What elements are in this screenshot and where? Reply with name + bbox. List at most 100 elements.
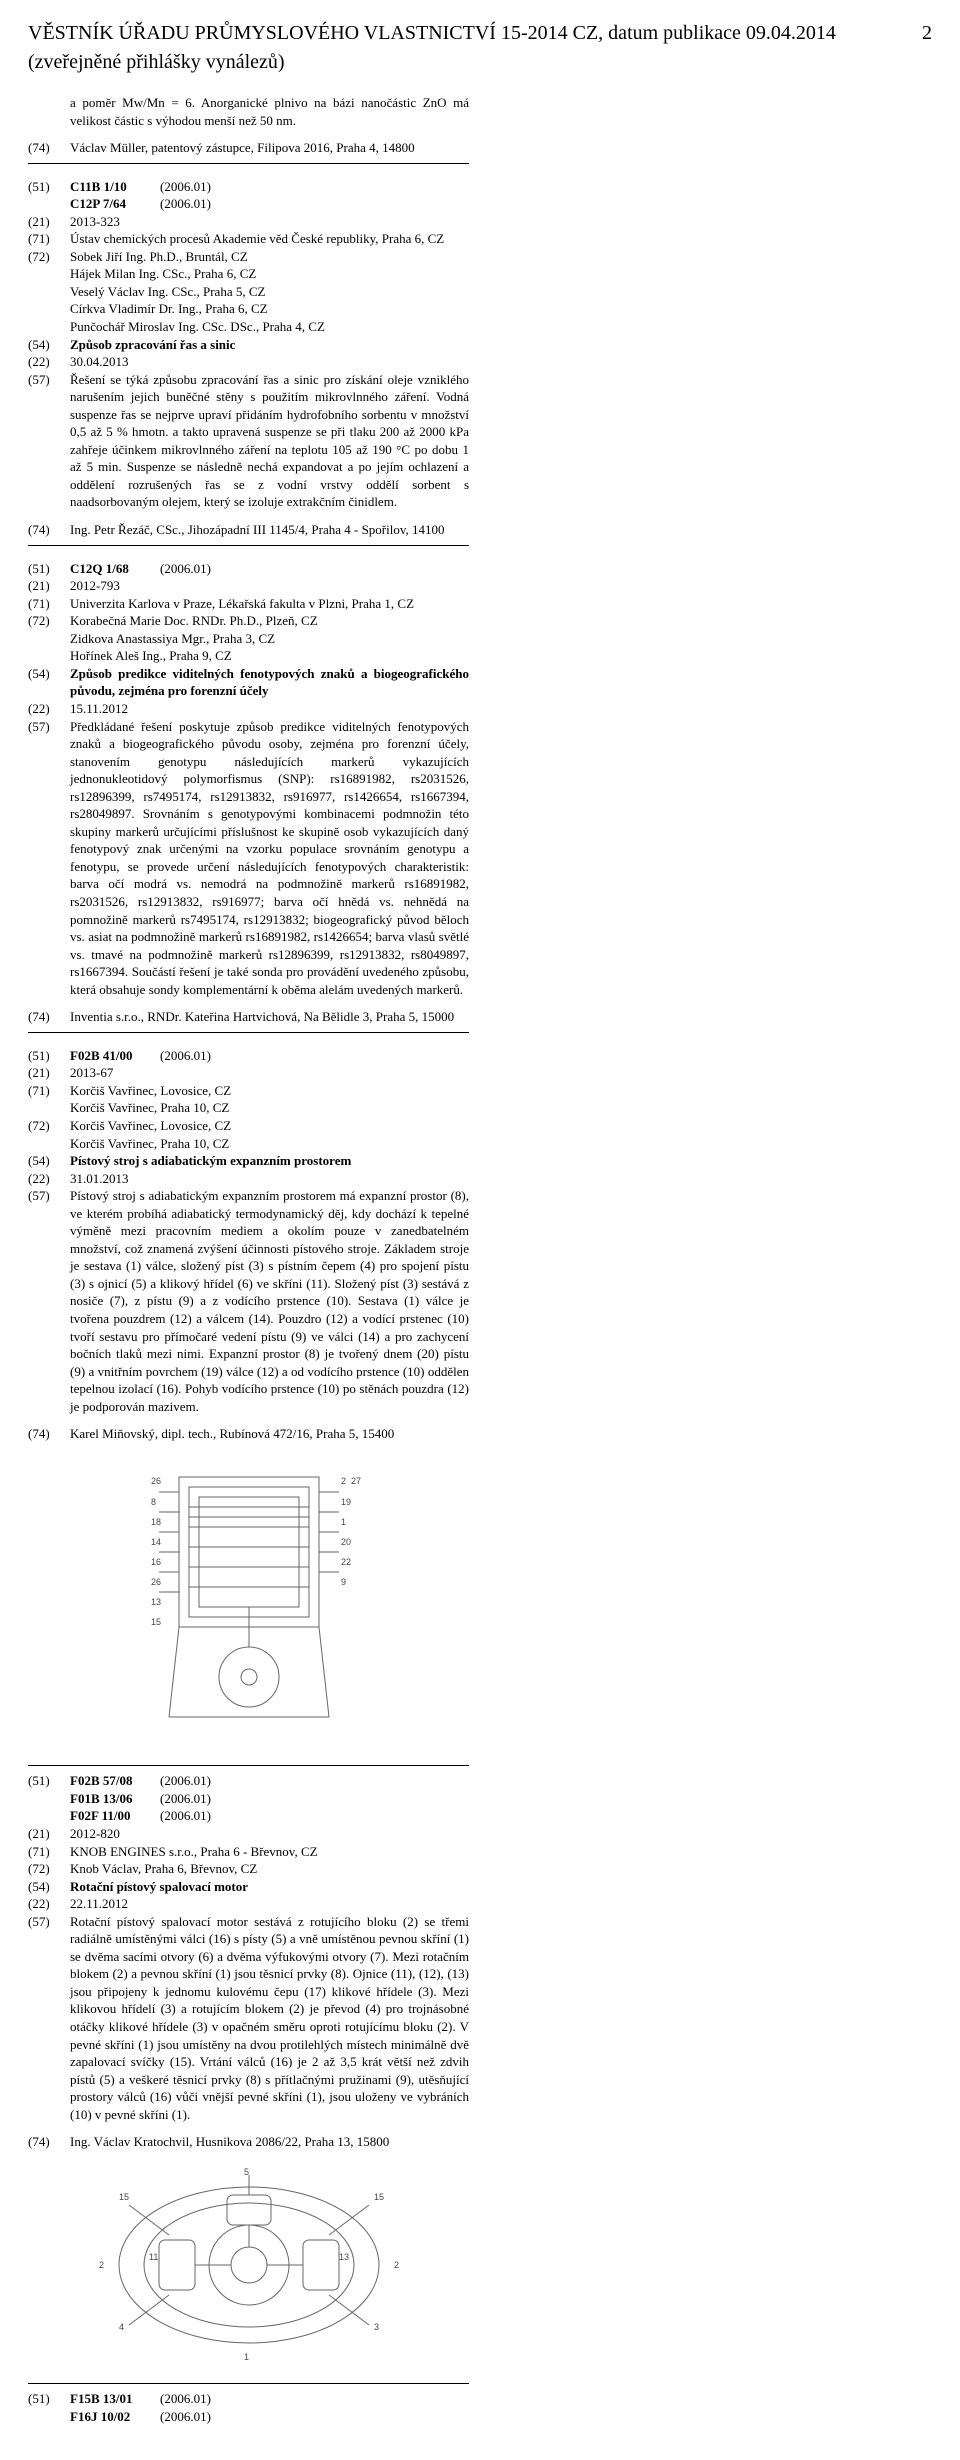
field-code-51: (51): [28, 1772, 70, 1825]
filing-date: 15.11.2012: [70, 700, 469, 718]
representative: Ing. Petr Řezáč, CSc., Jihozápadní III 1…: [70, 521, 469, 539]
svg-text:15: 15: [151, 1617, 161, 1627]
field-code-21: (21): [28, 1064, 70, 1082]
svg-text:22: 22: [341, 1557, 351, 1567]
svg-text:15: 15: [119, 2192, 129, 2202]
patent-entry-2: (51) C11B 1/10(2006.01) C12P 7/64(2006.0…: [28, 178, 469, 546]
svg-text:2: 2: [341, 1476, 346, 1486]
field-code-51: (51): [28, 178, 70, 213]
svg-text:13: 13: [151, 1597, 161, 1607]
svg-text:16: 16: [151, 1557, 161, 1567]
inventor: Korčiš Vavřinec, Lovosice, CZ: [70, 1117, 469, 1135]
svg-text:2: 2: [99, 2260, 104, 2270]
ipc-class: F15B 13/01: [70, 2390, 160, 2408]
field-code-74: (74): [28, 2133, 70, 2151]
header-subtitle: (zveřejněné přihlášky vynálezů): [28, 49, 932, 76]
svg-text:18: 18: [151, 1517, 161, 1527]
patent-entry-5: (51) F02B 57/08(2006.01) F01B 13/06(2006…: [28, 1772, 469, 2150]
field-code-22: (22): [28, 700, 70, 718]
abstract: Řešení se týká způsobu zpracování řas a …: [70, 371, 469, 511]
field-code-72: (72): [28, 248, 70, 336]
applicant: Ústav chemických procesů Akademie věd Če…: [70, 230, 469, 248]
applicant: Korčiš Vavřinec, Lovosice, CZ: [70, 1082, 469, 1100]
ipc-class: F02F 11/00: [70, 1807, 160, 1825]
inventor: Hájek Milan Ing. CSc., Praha 6, CZ: [70, 265, 469, 283]
continuation-text: a poměr Mw/Mn = 6. Anorganické plnivo na…: [70, 94, 469, 129]
field-code-22: (22): [28, 353, 70, 371]
field-code-54: (54): [28, 1152, 70, 1170]
field-code-71: (71): [28, 595, 70, 613]
field-code-74: (74): [28, 1425, 70, 1443]
svg-text:26: 26: [151, 1476, 161, 1486]
ipc-class: C12P 7/64: [70, 195, 160, 213]
field-code-74: (74): [28, 521, 70, 539]
entry-separator: [28, 1032, 469, 1033]
entry-separator: [28, 163, 469, 164]
field-code-57: (57): [28, 1913, 70, 2124]
inventor: Církva Vladimír Dr. Ing., Praha 6, CZ: [70, 300, 469, 318]
svg-text:19: 19: [341, 1497, 351, 1507]
field-code-21: (21): [28, 577, 70, 595]
applicant: Univerzita Karlova v Praze, Lékařská fak…: [70, 595, 469, 613]
entry-separator: [28, 2383, 469, 2384]
svg-text:15: 15: [374, 2192, 384, 2202]
field-code-22: (22): [28, 1895, 70, 1913]
field-code-72: (72): [28, 1860, 70, 1878]
representative: Ing. Václav Kratochvil, Husnikova 2086/2…: [70, 2133, 469, 2151]
ipc-version: (2006.01): [160, 1807, 211, 1825]
ipc-version: (2006.01): [160, 2390, 211, 2408]
title: Způsob predikce viditelných fenotypových…: [70, 665, 469, 700]
svg-text:14: 14: [151, 1537, 161, 1547]
page-header: VĚSTNÍK ÚŘADU PRŮMYSLOVÉHO VLASTNICTVÍ 1…: [28, 20, 932, 76]
entry-separator: [28, 545, 469, 546]
title: Způsob zpracování řas a sinic: [70, 336, 469, 354]
applicant: Korčiš Vavřinec, Praha 10, CZ: [70, 1099, 469, 1117]
patent-entry-3: (51) C12Q 1/68(2006.01) (21)2012-793 (71…: [28, 560, 469, 1033]
svg-text:2: 2: [394, 2260, 399, 2270]
entry-separator: [28, 1765, 469, 1766]
content-columns: a poměr Mw/Mn = 6. Anorganické plnivo na…: [28, 94, 932, 2440]
field-code-54: (54): [28, 1878, 70, 1896]
svg-text:26: 26: [151, 1577, 161, 1587]
ipc-class: F02B 41/00: [70, 1047, 160, 1065]
field-code-71: (71): [28, 1082, 70, 1117]
field-code-54: (54): [28, 665, 70, 700]
inventor: Veselý Václav Ing. CSc., Praha 5, CZ: [70, 283, 469, 301]
svg-text:11: 11: [149, 2252, 158, 2262]
ipc-class: F02B 57/08: [70, 1772, 160, 1790]
filing-date: 22.11.2012: [70, 1895, 469, 1913]
header-title: VĚSTNÍK ÚŘADU PRŮMYSLOVÉHO VLASTNICTVÍ 1…: [28, 22, 836, 44]
svg-text:27: 27: [351, 1476, 361, 1486]
ipc-version: (2006.01): [160, 2408, 211, 2426]
inventor: Hořínek Aleš Ing., Praha 9, CZ: [70, 647, 469, 665]
filing-date: 31.01.2013: [70, 1170, 469, 1188]
field-code-51: (51): [28, 2390, 70, 2425]
filing-date: 30.04.2013: [70, 353, 469, 371]
field-code-57: (57): [28, 718, 70, 999]
inventor: Knob Václav, Praha 6, Břevnov, CZ: [70, 1860, 469, 1878]
applicant: KNOB ENGINES s.r.o., Praha 6 - Břevnov, …: [70, 1843, 469, 1861]
inventor: Zidkova Anastassiya Mgr., Praha 3, CZ: [70, 630, 469, 648]
ipc-class: C11B 1/10: [70, 178, 160, 196]
title: Rotační pístový spalovací motor: [70, 1878, 469, 1896]
field-code-22: (22): [28, 1170, 70, 1188]
field-code-72: (72): [28, 1117, 70, 1152]
svg-text:9: 9: [341, 1577, 346, 1587]
representative: Inventia s.r.o., RNDr. Kateřina Hartvich…: [70, 1008, 469, 1026]
field-code-72: (72): [28, 612, 70, 665]
svg-text:5: 5: [244, 2167, 249, 2177]
patent-figure-rotary-engine: 155 154 311 131 22: [28, 2165, 469, 2370]
field-code-51: (51): [28, 1047, 70, 1065]
svg-text:8: 8: [151, 1497, 156, 1507]
svg-text:3: 3: [374, 2322, 379, 2332]
representative: Václav Müller, patentový zástupce, Filip…: [70, 139, 469, 157]
representative: Karel Miňovský, dipl. tech., Rubínová 47…: [70, 1425, 469, 1443]
patent-entry-4: (51) F02B 41/00(2006.01) (21)2013-67 (71…: [28, 1047, 469, 1443]
inventor: Korabečná Marie Doc. RNDr. Ph.D., Plzeň,…: [70, 612, 469, 630]
field-code-51: (51): [28, 560, 70, 578]
ipc-version: (2006.01): [160, 560, 211, 578]
field-code-21: (21): [28, 1825, 70, 1843]
inventor: Punčochář Miroslav Ing. CSc. DSc., Praha…: [70, 318, 469, 336]
inventor: Sobek Jiří Ing. Ph.D., Bruntál, CZ: [70, 248, 469, 266]
ipc-version: (2006.01): [160, 1047, 211, 1065]
